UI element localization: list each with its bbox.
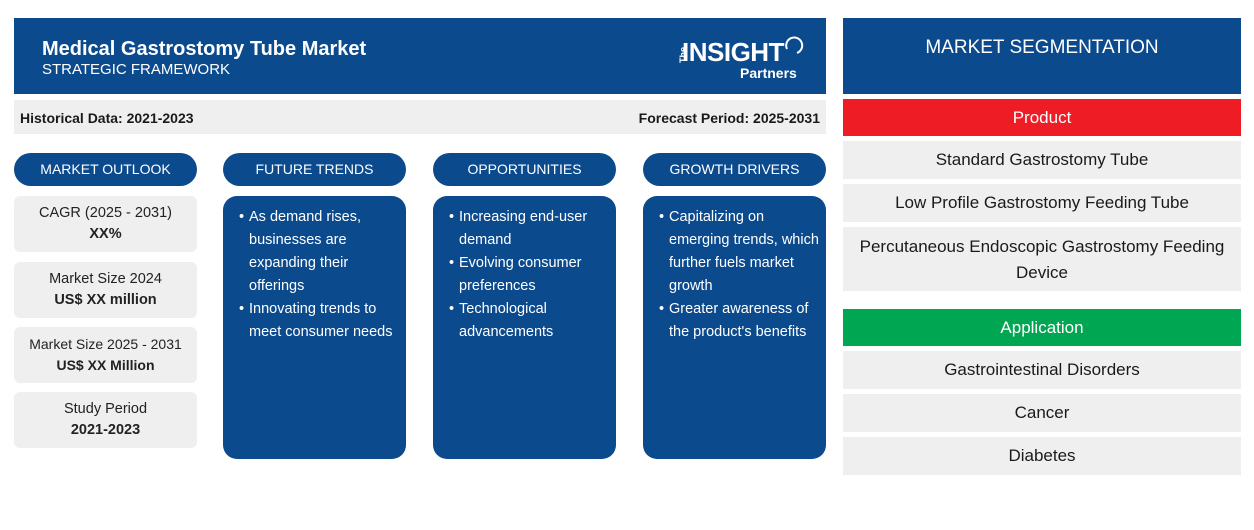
market-size-2024-label: Market Size 2024: [49, 271, 162, 287]
future-trends-heading: FUTURE TRENDS: [223, 153, 406, 186]
opportunities-heading: OPPORTUNITIES: [433, 153, 616, 186]
report-title: Medical Gastrostomy Tube Market: [42, 38, 367, 60]
cagr-box: CAGR (2025 - 2031) XX%: [14, 196, 197, 252]
study-period-value: 2021-2023: [70, 422, 141, 438]
market-size-2024-value: US$ XX million: [54, 292, 157, 308]
segment-item: Gastrointestinal Disorders: [843, 351, 1241, 389]
study-period-box: Study Period 2021-2023: [14, 392, 197, 448]
market-outlook-heading: MARKET OUTLOOK: [14, 153, 197, 186]
growth-drivers-heading: GROWTH DRIVERS: [643, 153, 826, 186]
market-size-2024-box: Market Size 2024 US$ XX million: [14, 262, 197, 318]
opportunities-panel: Increasing end-user demand Evolving cons…: [433, 196, 616, 459]
report-header: Medical Gastrostomy Tube Market STRATEGI…: [14, 18, 826, 94]
segment-item: Diabetes: [843, 437, 1241, 475]
market-segmentation-heading: MARKET SEGMENTATION: [843, 18, 1241, 94]
cagr-value: XX%: [89, 226, 122, 242]
forecast-period-label: Forecast Period: 2025-2031: [638, 110, 820, 126]
market-size-forecast-label: Market Size 2025 - 2031: [29, 336, 182, 352]
report-subtitle: STRATEGIC FRAMEWORK: [42, 61, 231, 78]
logo-insight-text: INSIGHT: [682, 37, 784, 67]
segment-category-product: Product: [843, 99, 1241, 136]
list-item: Increasing end-user demand: [449, 206, 608, 252]
logo-partners-text: Partners: [740, 65, 797, 81]
insight-partners-logo: The INSIGHT Partners: [666, 33, 806, 83]
segment-category-application: Application: [843, 309, 1241, 346]
future-trends-panel: As demand rises, businesses are expandin…: [223, 196, 406, 459]
list-item: Greater awareness of the product's benef…: [659, 298, 820, 344]
list-item: As demand rises, businesses are expandin…: [239, 206, 398, 298]
list-item: Capitalizing on emerging trends, which f…: [659, 206, 820, 298]
growth-drivers-list: Capitalizing on emerging trends, which f…: [643, 196, 826, 344]
segment-item: Percutaneous Endoscopic Gastrostomy Feed…: [843, 227, 1241, 291]
list-item: Innovating trends to meet consumer needs: [239, 298, 398, 344]
segment-item: Low Profile Gastrostomy Feeding Tube: [843, 184, 1241, 222]
segment-item: Cancer: [843, 394, 1241, 432]
segment-item: Standard Gastrostomy Tube: [843, 141, 1241, 179]
future-trends-list: As demand rises, businesses are expandin…: [223, 196, 406, 344]
market-size-forecast-value: US$ XX Million: [56, 357, 155, 373]
market-size-forecast-box: Market Size 2025 - 2031 US$ XX Million: [14, 327, 197, 383]
logo-swoosh-icon: [785, 36, 804, 54]
period-bar: Historical Data: 2021-2023 Forecast Peri…: [14, 100, 826, 134]
list-item: Evolving consumer preferences: [449, 252, 608, 298]
cagr-label: CAGR (2025 - 2031): [39, 205, 172, 221]
growth-drivers-panel: Capitalizing on emerging trends, which f…: [643, 196, 826, 459]
study-period-label: Study Period: [63, 401, 148, 417]
list-item: Technological advancements: [449, 298, 608, 344]
historical-data-label: Historical Data: 2021-2023: [20, 110, 194, 126]
opportunities-list: Increasing end-user demand Evolving cons…: [433, 196, 616, 344]
